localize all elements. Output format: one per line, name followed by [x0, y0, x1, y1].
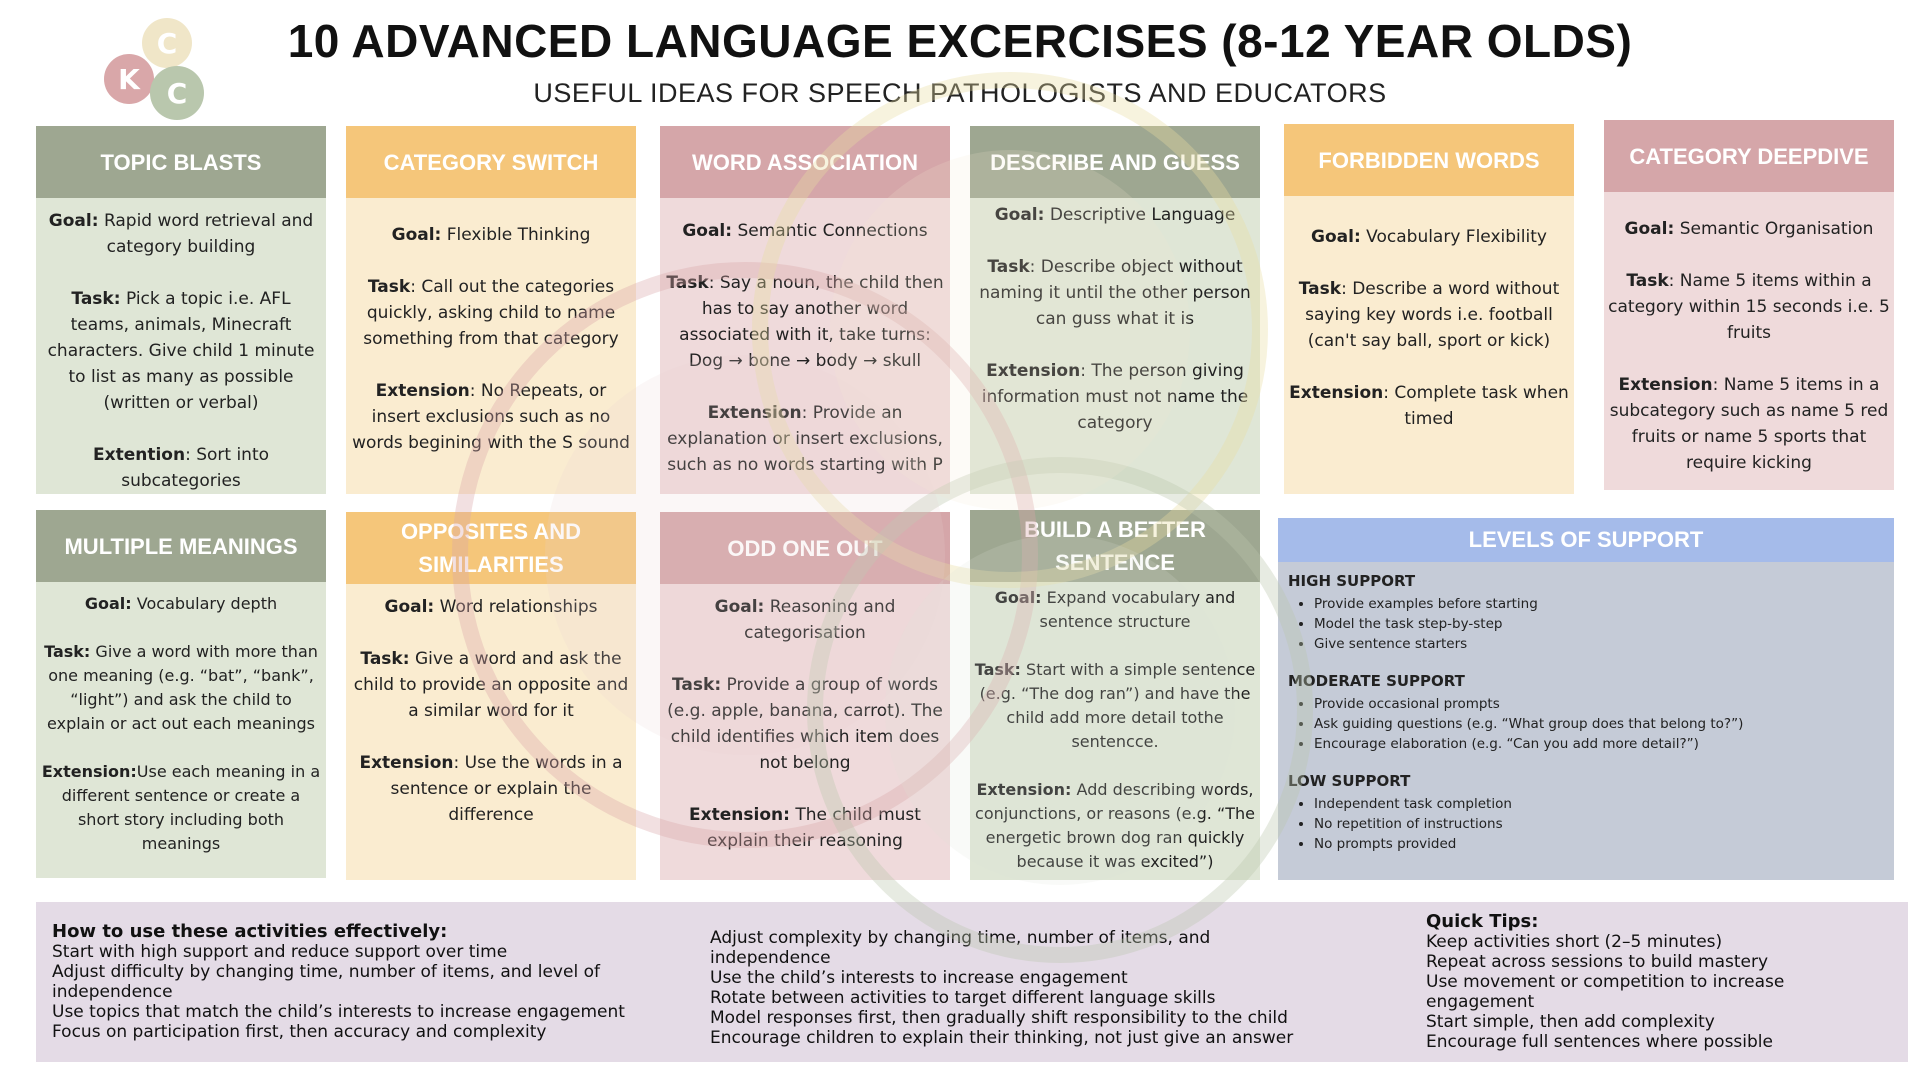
card-opposites-and-similarities: OPPOSITES AND SIMILARITIES Goal: Word re…	[346, 512, 636, 880]
text-line: Encourage full sentences where possible	[1426, 1032, 1773, 1052]
page-subtitle: USEFUL IDEAS FOR SPEECH PATHOLOGISTS AND…	[533, 78, 1387, 108]
card-build-a-better-sentence: BUILD A BETTER SENTENCE Goal: Expand voc…	[970, 510, 1260, 880]
levels-title: LEVELS OF SUPPORT	[1278, 518, 1894, 562]
quick-tips-heading: Quick Tips:	[1426, 911, 1539, 932]
logo-letter: K	[118, 62, 140, 96]
card-word-association: WORD ASSOCIATION Goal: Semantic Connecti…	[660, 126, 950, 494]
card-title: DESCRIBE AND GUESS	[970, 126, 1260, 198]
card-title: BUILD A BETTER SENTENCE	[970, 510, 1260, 582]
list-item: Provide occasional prompts	[1314, 694, 1884, 714]
card-title: MULTIPLE MEANINGS	[36, 510, 326, 582]
text-line: Focus on participation first, then accur…	[52, 1022, 547, 1042]
list-item: Give sentence starters	[1314, 634, 1884, 654]
list-item: No prompts provided	[1314, 834, 1884, 854]
list-item: Model the task step-by-step	[1314, 614, 1884, 634]
list-item: Ask guiding questions (e.g. “What group …	[1314, 714, 1884, 734]
logo-circle-c-top: C	[142, 18, 192, 68]
support-heading: HIGH SUPPORT	[1288, 572, 1416, 590]
logo-letter: C	[156, 26, 178, 60]
card-title: CATEGORY SWITCH	[346, 126, 636, 198]
card-title: FORBIDDEN WORDS	[1284, 124, 1574, 196]
card-category-switch: CATEGORY SWITCH Goal: Flexible Thinking …	[346, 126, 636, 494]
logo-circle-k: K	[104, 54, 154, 104]
card-title: OPPOSITES AND SIMILARITIES	[346, 512, 636, 584]
list-item: Independent task completion	[1314, 794, 1884, 814]
support-list: Provide occasional prompts Ask guiding q…	[1288, 694, 1884, 754]
text-line: Start simple, then add complexity	[1426, 1012, 1715, 1032]
text-line: Use topics that match the child’s intere…	[52, 1002, 625, 1022]
text-line: Use movement or competition to increase …	[1426, 972, 1785, 1012]
text-line: Adjust complexity by changing time, numb…	[710, 928, 1211, 968]
logo: C K C	[100, 14, 220, 126]
card-title: TOPIC BLASTS	[36, 126, 326, 198]
how-to-use-column: How to use these activities effectively:…	[52, 921, 722, 1043]
list-item: Provide examples before starting	[1314, 594, 1884, 614]
text-line: Start with high support and reduce suppo…	[52, 942, 508, 962]
support-list: Independent task completion No repetitio…	[1288, 794, 1884, 854]
text-line: Encourage children to explain their thin…	[710, 1028, 1294, 1048]
card-title: WORD ASSOCIATION	[660, 126, 950, 198]
logo-letter: C	[166, 76, 188, 110]
how-to-use-heading: How to use these activities effectively:	[52, 921, 448, 942]
list-item: Encourage elaboration (e.g. “Can you add…	[1314, 734, 1884, 754]
card-topic-blasts: TOPIC BLASTS Goal: Rapid word retrieval …	[36, 126, 326, 494]
list-item: No repetition of instructions	[1314, 814, 1884, 834]
adjustments-column: Adjust complexity by changing time, numb…	[710, 928, 1330, 1048]
support-list: Provide examples before starting Model t…	[1288, 594, 1884, 654]
tips-panel: How to use these activities effectively:…	[36, 902, 1908, 1062]
text-line: Use the child’s interests to increase en…	[710, 968, 1128, 988]
quick-tips-column: Quick Tips: Keep activities short (2–5 m…	[1426, 911, 1896, 1053]
logo-circle-c-bottom: C	[150, 66, 204, 120]
text-line: Rotate between activities to target diff…	[710, 988, 1216, 1008]
card-title: ODD ONE OUT	[660, 512, 950, 584]
text-line: Repeat across sessions to build mastery	[1426, 952, 1769, 972]
card-odd-one-out: ODD ONE OUT Goal: Reasoning and categori…	[660, 512, 950, 880]
support-heading: LOW SUPPORT	[1288, 772, 1411, 790]
support-heading: MODERATE SUPPORT	[1288, 672, 1465, 690]
text-line: Keep activities short (2–5 minutes)	[1426, 932, 1723, 952]
page-title: 10 ADVANCED LANGUAGE EXCERCISES (8-12 YE…	[287, 15, 1633, 67]
levels-of-support-panel: LEVELS OF SUPPORT HIGH SUPPORT Provide e…	[1278, 518, 1894, 880]
card-forbidden-words: FORBIDDEN WORDS Goal: Vocabulary Flexibi…	[1284, 124, 1574, 494]
card-title: CATEGORY DEEPDIVE	[1604, 120, 1894, 192]
card-category-deepdive: CATEGORY DEEPDIVE Goal: Semantic Organis…	[1604, 120, 1894, 490]
text-line: Adjust difficulty by changing time, numb…	[52, 962, 600, 1002]
card-multiple-meanings: MULTIPLE MEANINGS Goal: Vocabulary depth…	[36, 510, 326, 878]
card-describe-and-guess: DESCRIBE AND GUESS Goal: Descriptive Lan…	[970, 126, 1260, 494]
text-line: Model responses first, then gradually sh…	[710, 1008, 1288, 1028]
